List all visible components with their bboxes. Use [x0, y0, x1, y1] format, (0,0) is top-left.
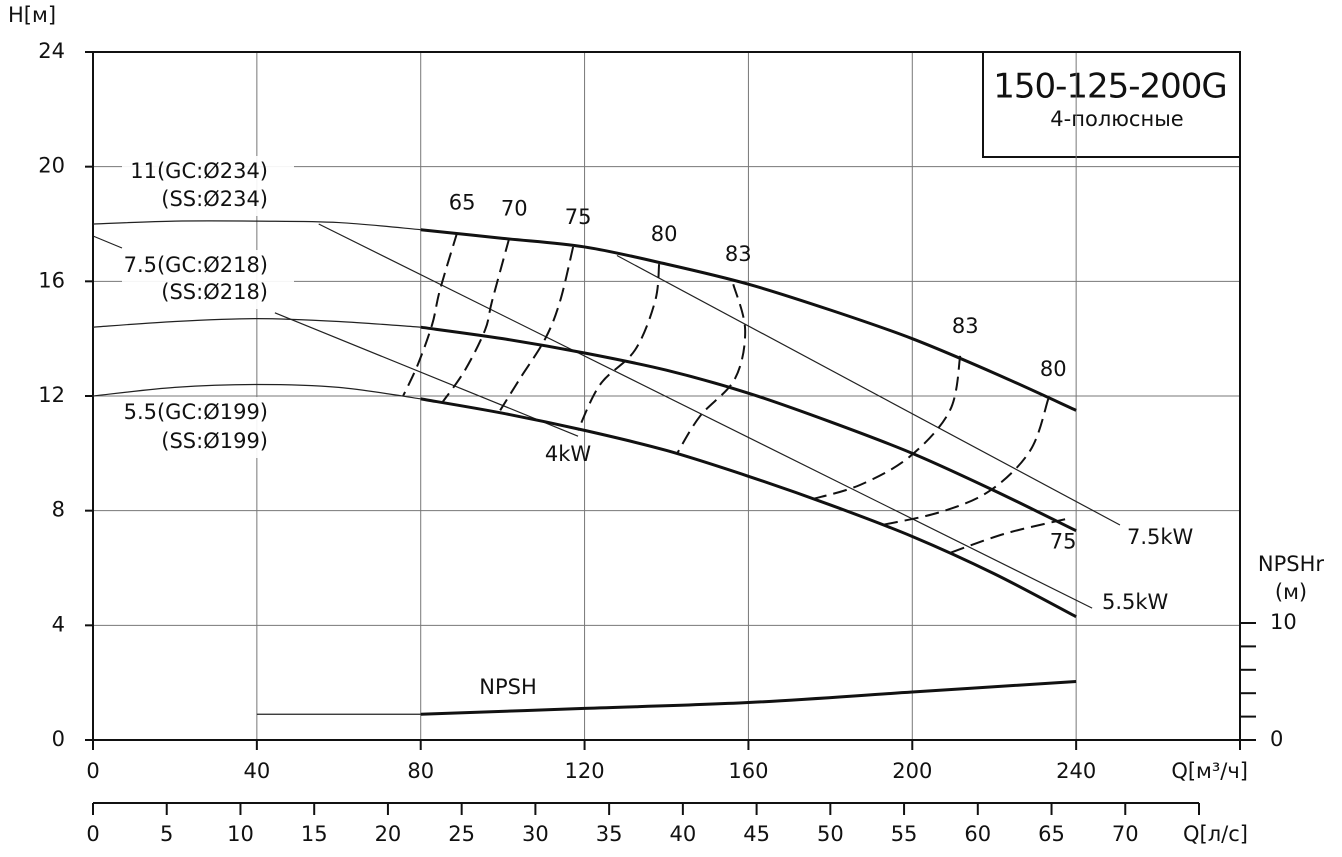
x2-tick-label: 35 — [596, 822, 623, 846]
power-label: 4kW — [545, 442, 592, 466]
efficiency-label: 75 — [565, 205, 592, 229]
efficiency-curve — [881, 398, 1050, 526]
curve-sublabel: (SS:Ø218) — [161, 280, 268, 304]
impeller-curve-thin — [92, 220, 421, 231]
x2-tick-label: 0 — [86, 822, 99, 846]
x2-tick-label: 15 — [301, 822, 328, 846]
efficiency-curve — [442, 238, 511, 403]
y2-axis-label: NPSHr — [1258, 552, 1324, 576]
efficiency-label: 80 — [651, 222, 678, 246]
y-tick-label: 24 — [38, 39, 65, 63]
y-axis-label: H[м] — [8, 3, 56, 27]
curve-sublabel: (SS:Ø199) — [161, 429, 268, 453]
y-tick-label: 4 — [52, 612, 65, 636]
x-tick-label: 40 — [243, 759, 270, 783]
x2-tick-label: 30 — [522, 822, 549, 846]
efficiency-label: 83 — [725, 242, 752, 266]
x2-tick-label: 70 — [1112, 822, 1139, 846]
npsh-label: NPSH — [479, 675, 537, 699]
x2-tick-label: 10 — [227, 822, 254, 846]
y-tick-label: 20 — [38, 154, 65, 178]
impeller-curve — [420, 397, 1077, 619]
y2-tick-label: 10 — [1270, 610, 1297, 634]
efficiency-curve — [676, 283, 747, 454]
x-tick-label: 240 — [1056, 759, 1096, 783]
power-line — [318, 223, 1093, 609]
efficiency-label: 70 — [501, 196, 528, 220]
efficiency-label: 75 — [1050, 529, 1077, 553]
efficiency-curve — [947, 518, 1066, 555]
curve-sublabel: (SS:Ø234) — [161, 187, 268, 211]
y2-axis-unit: (м) — [1275, 580, 1307, 604]
x-tick-label: 0 — [86, 759, 99, 783]
y-tick-label: 0 — [52, 727, 65, 751]
x2-tick-label: 20 — [375, 822, 402, 846]
impeller-curve — [420, 325, 1077, 533]
curve-label: 7.5(GC:Ø218) — [124, 253, 268, 277]
efficiency-curve — [402, 232, 459, 397]
impeller-curve — [420, 228, 1077, 412]
efficiency-curve — [577, 264, 661, 431]
x2-tick-label: 5 — [160, 822, 173, 846]
efficiency-label: 80 — [1040, 357, 1067, 381]
leader-line — [92, 235, 123, 249]
y-tick-label: 8 — [52, 498, 65, 522]
curve-label: 5.5(GC:Ø199) — [124, 400, 268, 424]
x2-tick-label: 65 — [1038, 822, 1065, 846]
power-line — [616, 255, 1121, 526]
title-box — [982, 51, 1241, 158]
curve-label: 11(GC:Ø234) — [130, 159, 268, 183]
x-tick-label: 120 — [565, 759, 605, 783]
efficiency-label: 65 — [449, 191, 476, 215]
npsh-curve — [420, 680, 1077, 716]
efficiency-curve — [811, 355, 962, 501]
chart-title: 150-125-200G — [993, 67, 1227, 107]
x-tick-label: 160 — [728, 759, 768, 783]
efficiency-label: 83 — [952, 314, 979, 338]
label-background — [122, 250, 294, 309]
y2-tick-label: 0 — [1270, 727, 1283, 751]
x-tick-label: 80 — [407, 759, 434, 783]
power-label: 5.5kW — [1102, 590, 1169, 614]
y-tick-label: 12 — [38, 383, 65, 407]
x2-axis-label: Q[л/с] — [1183, 822, 1248, 846]
efficiency-curve — [499, 246, 575, 411]
x2-tick-label: 50 — [817, 822, 844, 846]
impeller-curve-thin — [92, 383, 421, 400]
y-tick-label: 16 — [38, 268, 65, 292]
x2-tick-label: 45 — [743, 822, 770, 846]
label-background — [122, 156, 294, 216]
x-tick-label: 200 — [892, 759, 932, 783]
label-background — [122, 397, 294, 458]
power-line — [274, 312, 579, 437]
x-axis-label: Q[м³/ч] — [1171, 759, 1248, 783]
impeller-curve-thin — [92, 317, 421, 328]
x2-tick-label: 55 — [891, 822, 918, 846]
x2-tick-label: 60 — [964, 822, 991, 846]
x2-tick-label: 25 — [448, 822, 475, 846]
power-label: 7.5kW — [1127, 525, 1194, 549]
x2-tick-label: 40 — [669, 822, 696, 846]
chart-subtitle: 4-полюсные — [1050, 107, 1183, 131]
